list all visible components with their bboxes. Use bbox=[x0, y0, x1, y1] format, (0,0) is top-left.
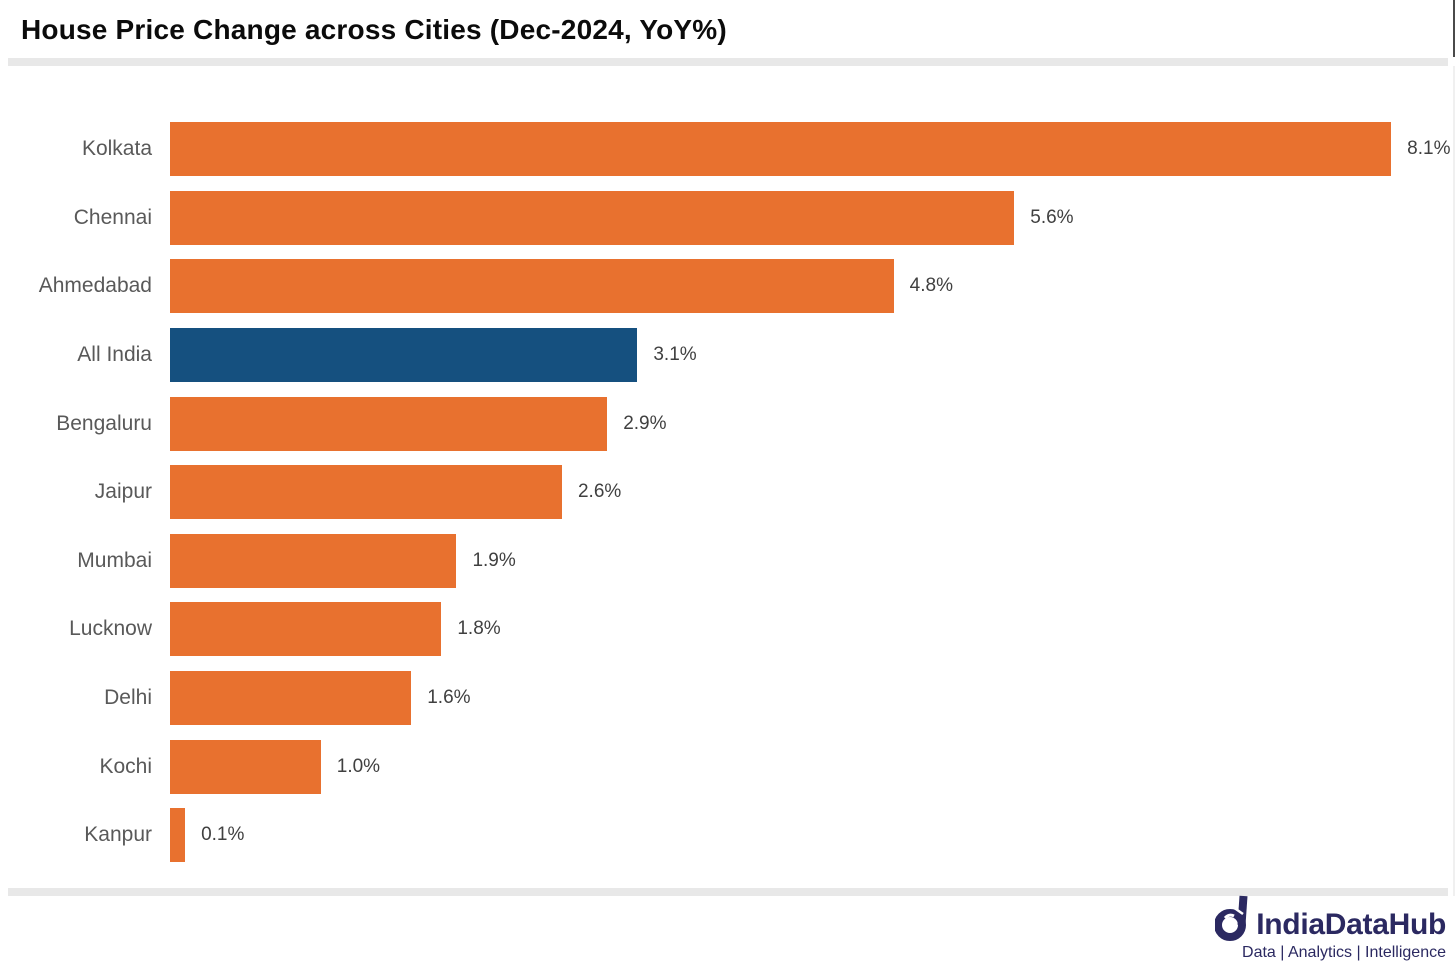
bar-track: 8.1% bbox=[170, 122, 1456, 177]
bar-bengaluru bbox=[170, 396, 608, 451]
bar-kanpur bbox=[170, 808, 186, 863]
value-label: 1.6% bbox=[427, 687, 471, 709]
right-edge-line bbox=[1453, 0, 1455, 57]
bar-track: 2.9% bbox=[170, 396, 1456, 451]
brand-footer: IndiaDataHub Data | Analytics | Intellig… bbox=[1215, 894, 1446, 963]
bar-chennai bbox=[170, 190, 1015, 245]
category-label: All India bbox=[77, 343, 152, 367]
brand-row: IndiaDataHub bbox=[1215, 894, 1446, 942]
value-label: 1.0% bbox=[336, 755, 381, 777]
bar-row: Kanpur 0.1% bbox=[0, 801, 1456, 870]
bottom-divider bbox=[8, 888, 1448, 896]
bar-row: Ahmedabad 4.8% bbox=[0, 252, 1456, 321]
category-label: Chennai bbox=[73, 205, 152, 229]
bar-kolkata bbox=[170, 122, 1392, 177]
value-label: 5.6% bbox=[1030, 206, 1074, 228]
value-label: 2.6% bbox=[577, 481, 622, 503]
bar-track: 4.8% bbox=[170, 259, 1456, 314]
bar-track: 1.9% bbox=[170, 533, 1456, 588]
bar-row: Chennai 5.6% bbox=[0, 184, 1456, 253]
category-label: Mumbai bbox=[77, 548, 152, 572]
value-label: 1.9% bbox=[472, 549, 516, 571]
brand-name: IndiaDataHub bbox=[1256, 908, 1446, 941]
bar-chart: Kolkata 8.1% Chennai 5.6% Ahmedabad 4.8% All I… bbox=[0, 115, 1456, 870]
bar-lucknow bbox=[170, 602, 442, 657]
bar-track: 1.8% bbox=[170, 602, 1456, 657]
bar-row: Delhi 1.6% bbox=[0, 664, 1456, 733]
bar-delhi bbox=[170, 671, 412, 726]
category-label: Kolkata bbox=[81, 137, 152, 161]
bar-row: Mumbai 1.9% bbox=[0, 527, 1456, 596]
bar-mumbai bbox=[170, 533, 457, 588]
category-label: Ahmedabad bbox=[38, 274, 152, 298]
value-label: 8.1% bbox=[1407, 138, 1451, 160]
bar-all-india bbox=[170, 328, 638, 383]
bar-track: 0.1% bbox=[170, 808, 1456, 863]
value-label: 2.9% bbox=[623, 412, 667, 434]
brand-tagline: Data | Analytics | Intelligence bbox=[1242, 944, 1446, 961]
bar-row: Kochi 1.0% bbox=[0, 732, 1456, 801]
bar-row: All India 3.1% bbox=[0, 321, 1456, 390]
value-label: 3.1% bbox=[653, 344, 697, 366]
top-divider bbox=[8, 58, 1448, 66]
right-edge-faint-line bbox=[1453, 66, 1455, 896]
category-label: Jaipur bbox=[94, 480, 152, 504]
bar-row: Bengaluru 2.9% bbox=[0, 389, 1456, 458]
bar-track: 1.0% bbox=[170, 739, 1456, 794]
value-label: 4.8% bbox=[909, 275, 953, 297]
bar-jaipur bbox=[170, 465, 562, 520]
value-label: 1.8% bbox=[457, 618, 501, 640]
bar-kochi bbox=[170, 739, 321, 794]
category-label: Kochi bbox=[99, 754, 152, 778]
bar-row: Jaipur 2.6% bbox=[0, 458, 1456, 527]
bar-track: 5.6% bbox=[170, 190, 1456, 245]
chart-title: House Price Change across Cities (Dec-20… bbox=[21, 14, 727, 45]
value-label: 0.1% bbox=[201, 824, 245, 846]
india-datahub-d-logo-icon bbox=[1215, 895, 1248, 941]
bar-track: 1.6% bbox=[170, 671, 1456, 726]
category-label: Delhi bbox=[104, 686, 152, 710]
bar-ahmedabad bbox=[170, 259, 894, 314]
bar-track: 2.6% bbox=[170, 465, 1456, 520]
category-label: Lucknow bbox=[69, 617, 152, 641]
bar-row: Kolkata 8.1% bbox=[0, 115, 1456, 184]
bar-track: 3.1% bbox=[170, 328, 1456, 383]
category-label: Bengaluru bbox=[56, 411, 152, 435]
bar-row: Lucknow 1.8% bbox=[0, 595, 1456, 664]
category-label: Kanpur bbox=[84, 823, 152, 847]
